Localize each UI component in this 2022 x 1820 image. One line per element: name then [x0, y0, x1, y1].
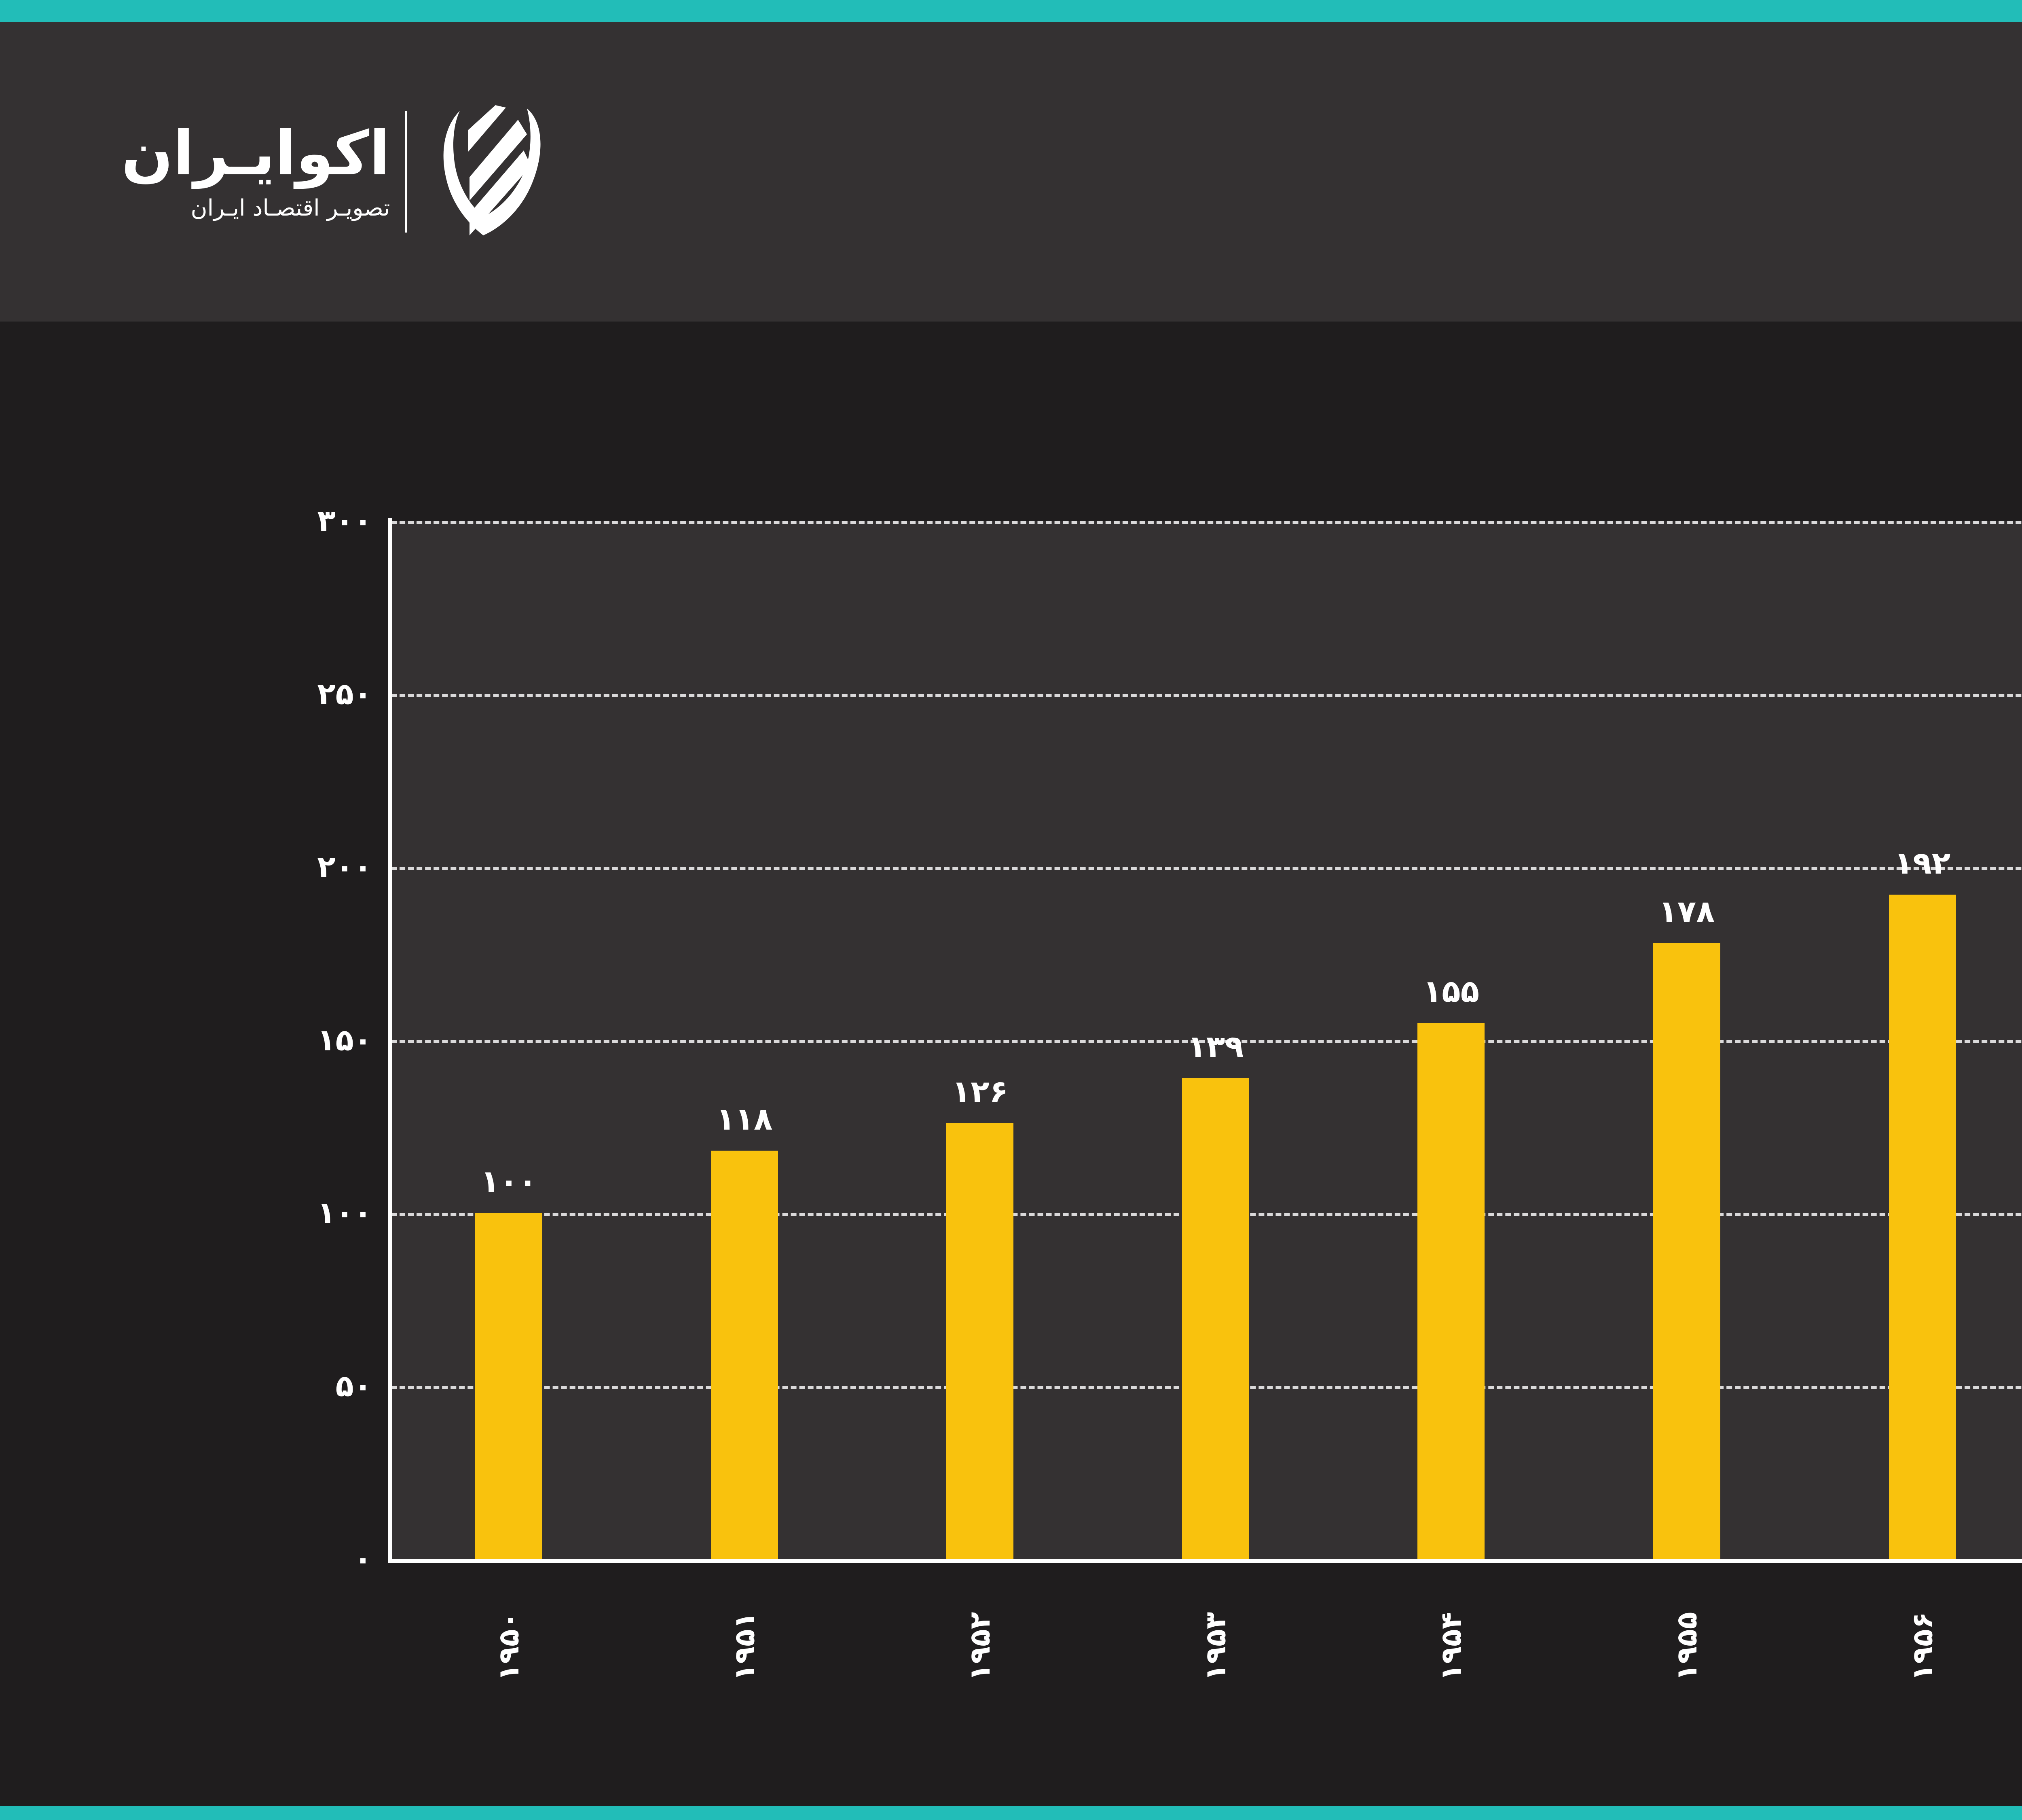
bar[interactable]	[475, 1213, 543, 1559]
brand-tagline: تصویـر اقتصـاد ایـران	[190, 195, 390, 222]
bar[interactable]	[946, 1123, 1014, 1559]
bar-group[interactable]: ۱۲۶	[946, 521, 1014, 1559]
bar-value-label: ۱۷۸	[1658, 893, 1715, 929]
ecoiran-wing-mark-icon	[423, 105, 544, 239]
y-tick-label: ۲۵۰	[317, 676, 372, 711]
plot-panel: ۱۰۰۱۱۸۱۲۶۱۳۹۱۵۵۱۷۸۱۹۲۲۰۲۲۰۸۲۲۴۲۴۹	[391, 521, 2022, 1559]
brand-logo: اکوایـران تصویـر اقتصـاد ایـران	[121, 105, 544, 239]
y-tick-label: ۰	[353, 1542, 372, 1577]
y-tick-label: ۱۵۰	[317, 1022, 372, 1058]
x-tick-label: ۱۹۵۰	[492, 1612, 526, 1681]
bar[interactable]	[1653, 943, 1720, 1559]
bar-group[interactable]: ۱۹۲	[1889, 521, 1956, 1559]
y-tick-label: ۵۰	[335, 1369, 372, 1404]
y-axis-line	[388, 518, 392, 1562]
y-tick-label: ۱۰۰	[317, 1196, 372, 1231]
top-accent-band	[0, 0, 2022, 22]
bar-group[interactable]: ۱۷۸	[1653, 521, 1720, 1559]
bar-value-label: ۱۵۵	[1423, 973, 1480, 1009]
x-tick-label: ۱۹۵۲	[963, 1612, 997, 1681]
bar-group[interactable]: ۱۱۸	[711, 521, 778, 1559]
gridline	[391, 521, 2022, 524]
logo-divider	[405, 111, 408, 233]
brand-name: اکوایـران	[121, 118, 390, 189]
x-tick-label: ۱۹۵۵	[1670, 1612, 1703, 1681]
y-tick-label: ۳۰۰	[317, 504, 372, 538]
bar-group[interactable]: ۱۰۰	[475, 521, 543, 1559]
brand-wordmark: اکوایـران تصویـر اقتصـاد ایـران	[121, 122, 390, 222]
bar-value-label: ۱۰۰	[480, 1163, 537, 1200]
y-tick-label: ۲۰۰	[317, 849, 372, 885]
gridline	[391, 694, 2022, 697]
bar-value-label: ۱۱۸	[716, 1101, 773, 1137]
chart-container: ۱۰۰۱۱۸۱۲۶۱۳۹۱۵۵۱۷۸۱۹۲۲۰۲۲۰۸۲۲۴۲۴۹ ۰۵۰۱۰۰…	[0, 322, 2022, 1806]
gridline	[391, 867, 2022, 870]
x-tick-label: ۱۹۵۴	[1434, 1612, 1468, 1681]
bottom-accent-band	[0, 1806, 2022, 1820]
x-axis-line	[388, 1559, 2022, 1563]
bar[interactable]	[1182, 1078, 1249, 1559]
x-tick-label: ۱۹۵۱	[728, 1612, 761, 1681]
bar-group[interactable]: ۱۳۹	[1182, 521, 1249, 1559]
x-tick-label: ۱۹۵۶	[1906, 1612, 1939, 1681]
bar-value-label: ۱۳۹	[1187, 1028, 1244, 1064]
bar-value-label: ۱۹۲	[1894, 845, 1951, 881]
gridline	[391, 1040, 2022, 1043]
x-tick-label: ۱۹۵۳	[1199, 1612, 1232, 1681]
bar-group[interactable]: ۱۵۵	[1417, 521, 1485, 1559]
bar[interactable]	[711, 1151, 778, 1559]
bar[interactable]	[1889, 895, 1956, 1559]
bar-value-label: ۱۲۶	[952, 1073, 1008, 1109]
bar[interactable]	[1417, 1022, 1485, 1559]
page-header: اکوایـران تصویـر اقتصـاد ایـران شاخص تول…	[0, 22, 2022, 322]
